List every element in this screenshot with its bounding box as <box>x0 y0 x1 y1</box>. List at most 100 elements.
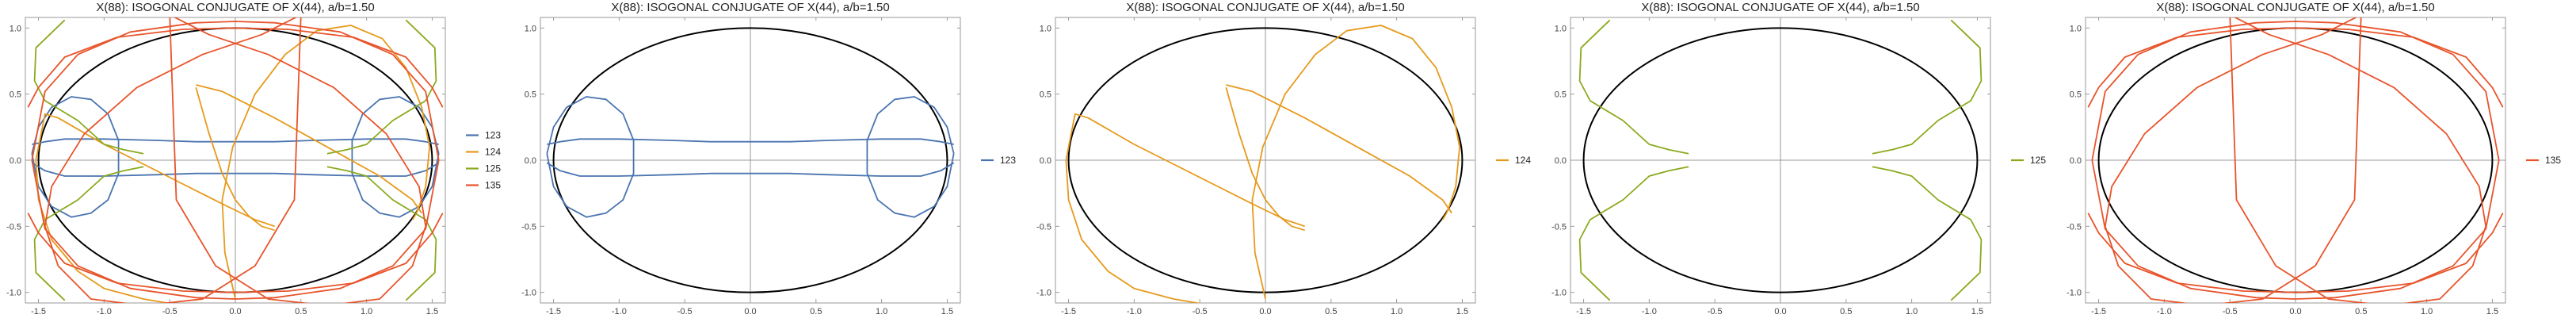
x-tick-label: -0.5 <box>2223 307 2238 316</box>
reference-ellipse <box>1067 27 1464 293</box>
panel-title: X(88): ISOGONAL CONJUGATE OF X(44), a/b=… <box>96 1 374 14</box>
y-tick-label: -1.0 <box>1551 289 1567 298</box>
reference-ellipse <box>1582 27 1979 293</box>
x-tick-label: 0.5 <box>1840 307 1852 316</box>
series-124-curve-2 <box>195 87 275 232</box>
y-tick-label: -0.5 <box>521 222 536 232</box>
y-tick-label: -0.5 <box>1036 222 1051 232</box>
series-135-curve-6 <box>27 213 444 293</box>
series-123-curve-4 <box>351 96 440 218</box>
x-tick-label: 1.0 <box>361 307 372 316</box>
legend-label-135: 135 <box>2545 155 2561 166</box>
series-124-curve-1 <box>196 84 422 214</box>
panel-title: X(88): ISOGONAL CONJUGATE OF X(44), a/b=… <box>1641 1 1919 14</box>
series-135-curve-5 <box>2087 27 2504 108</box>
y-tick-label: -1.0 <box>521 289 536 298</box>
series-135-curve-1 <box>31 21 440 161</box>
series-135-curve-4 <box>169 17 427 303</box>
panel-title: X(88): ISOGONAL CONJUGATE OF X(44), a/b=… <box>611 1 889 14</box>
x-tick-label: -1.5 <box>546 307 561 316</box>
x-tick-label: 1.0 <box>876 307 887 316</box>
panel-title: X(88): ISOGONAL CONJUGATE OF X(44), a/b=… <box>2156 1 2434 14</box>
x-tick-label: 0.0 <box>1259 307 1271 316</box>
y-tick-label: 0.0 <box>2070 156 2082 166</box>
series-layer <box>546 96 955 218</box>
panel-3: X(88): ISOGONAL CONJUGATE OF X(44), a/b=… <box>1036 1 1531 316</box>
series-124-curve-4 <box>35 113 172 303</box>
legend-label-124: 124 <box>1515 155 1531 166</box>
series-125-curve-2 <box>1872 19 1983 155</box>
legend-label-135: 135 <box>485 180 501 191</box>
series-layer <box>1065 25 1460 303</box>
series-125-curve-3 <box>1578 166 1689 301</box>
series-124-curve-2 <box>1225 87 1305 232</box>
series-125-curve-1 <box>33 19 144 155</box>
series-135-curve-5 <box>27 27 444 108</box>
series-124-curve-5 <box>221 25 430 300</box>
x-tick-label: 0.5 <box>1325 307 1337 316</box>
y-tick-label: -0.5 <box>1551 222 1567 232</box>
y-tick-label: 0.5 <box>525 90 536 100</box>
panel-1: X(88): ISOGONAL CONJUGATE OF X(44), a/b=… <box>6 1 501 316</box>
series-124-curve-3 <box>1087 117 1305 228</box>
series-124-curve-1 <box>1226 84 1452 214</box>
x-tick-label: -0.5 <box>162 307 177 316</box>
series-135-curve-3 <box>44 17 302 303</box>
x-tick-label: 1.5 <box>2486 307 2498 316</box>
x-tick-label: -1.0 <box>97 307 112 316</box>
y-tick-label: 1.0 <box>525 24 536 33</box>
series-123-curve-1 <box>547 138 954 145</box>
y-tick-label: 1.0 <box>10 24 21 33</box>
y-tick-label: 0.0 <box>1555 156 1567 166</box>
x-tick-label: 0.0 <box>1774 307 1786 316</box>
series-123-curve-3 <box>546 96 635 218</box>
y-tick-label: 0.0 <box>1040 156 1051 166</box>
y-tick-label: 0.5 <box>1555 90 1567 100</box>
x-tick-label: -0.5 <box>1193 307 1208 316</box>
series-135-curve-4 <box>2229 17 2487 303</box>
y-tick-label: 0.0 <box>10 156 21 166</box>
panel-5: X(88): ISOGONAL CONJUGATE OF X(44), a/b=… <box>2067 1 2561 316</box>
legend-label-125: 125 <box>2030 155 2046 166</box>
series-124-curve-3 <box>57 117 275 228</box>
series-125-curve-2 <box>326 19 437 155</box>
series-135-curve-1 <box>2091 21 2500 161</box>
series-125-curve-3 <box>33 166 144 301</box>
y-tick-label: -1.0 <box>6 289 21 298</box>
y-tick-label: 0.5 <box>10 90 21 100</box>
y-tick-label: 0.5 <box>1040 90 1051 100</box>
x-tick-label: -1.0 <box>1642 307 1657 316</box>
x-tick-label: 0.5 <box>2355 307 2367 316</box>
x-tick-label: -1.0 <box>2157 307 2172 316</box>
legend-label-125: 125 <box>485 163 501 174</box>
x-tick-label: -1.0 <box>1127 307 1142 316</box>
x-tick-label: -1.0 <box>612 307 627 316</box>
y-tick-label: -0.5 <box>6 222 21 232</box>
x-tick-label: 0.5 <box>810 307 822 316</box>
x-tick-label: 1.5 <box>941 307 953 316</box>
y-tick-label: -1.0 <box>2067 289 2082 298</box>
y-tick-label: 0.5 <box>2070 90 2082 100</box>
y-tick-label: -1.0 <box>1036 289 1051 298</box>
series-layer <box>2087 17 2504 303</box>
x-tick-label: 0.0 <box>229 307 241 316</box>
panel-2: X(88): ISOGONAL CONJUGATE OF X(44), a/b=… <box>521 1 1016 316</box>
series-123-curve-2 <box>31 162 440 177</box>
series-125-curve-1 <box>1578 19 1689 155</box>
x-tick-label: 0.5 <box>295 307 307 316</box>
reference-ellipse <box>552 27 948 293</box>
y-tick-label: -0.5 <box>2067 222 2082 232</box>
series-135-curve-6 <box>2087 213 2504 293</box>
x-tick-label: 1.0 <box>1391 307 1402 316</box>
series-125-curve-4 <box>1872 166 1983 301</box>
x-tick-label: 1.5 <box>426 307 438 316</box>
series-124-curve-5 <box>1251 25 1460 300</box>
legend-label-123: 123 <box>1000 155 1016 166</box>
x-tick-label: -0.5 <box>1708 307 1723 316</box>
series-125-curve-4 <box>326 166 437 301</box>
x-tick-label: -0.5 <box>677 307 693 316</box>
series-135-curve-2 <box>31 159 440 300</box>
series-135-curve-2 <box>2091 159 2500 300</box>
series-123-curve-2 <box>546 162 955 177</box>
